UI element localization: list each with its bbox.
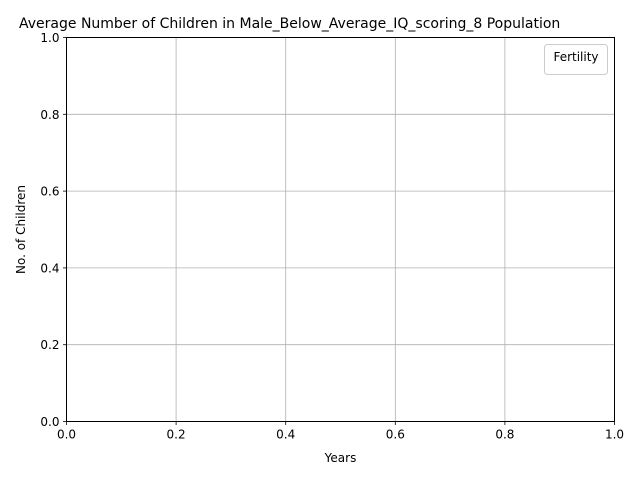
y-tick-label: 0.6 [40, 185, 59, 199]
y-axis: 0.0 0.2 0.4 0.6 0.8 1.0 [40, 31, 67, 429]
x-tick-label: 0.0 [57, 428, 76, 442]
plot-area [66, 37, 615, 422]
legend-title: Fertility [553, 50, 598, 64]
y-tick-label: 0.8 [40, 108, 59, 122]
x-tick-label: 0.6 [386, 428, 405, 442]
x-tick-label: 0.2 [167, 428, 186, 442]
y-tick-label: 1.0 [40, 31, 59, 45]
y-axis-label: No. of Children [14, 185, 28, 274]
x-axis-label: Years [324, 451, 357, 465]
x-axis: 0.0 0.2 0.4 0.6 0.8 1.0 [57, 421, 624, 442]
legend: Fertility [544, 44, 608, 75]
y-tick-label: 0.4 [40, 261, 59, 275]
y-tick-label: 0.2 [40, 338, 59, 352]
legend-box [544, 44, 608, 75]
y-tick-label: 0.0 [40, 415, 59, 429]
x-tick-label: 1.0 [605, 428, 624, 442]
chart-title: Average Number of Children in Male_Below… [19, 16, 560, 32]
x-tick-label: 0.4 [276, 428, 295, 442]
x-tick-label: 0.8 [495, 428, 514, 442]
grid [66, 37, 615, 422]
